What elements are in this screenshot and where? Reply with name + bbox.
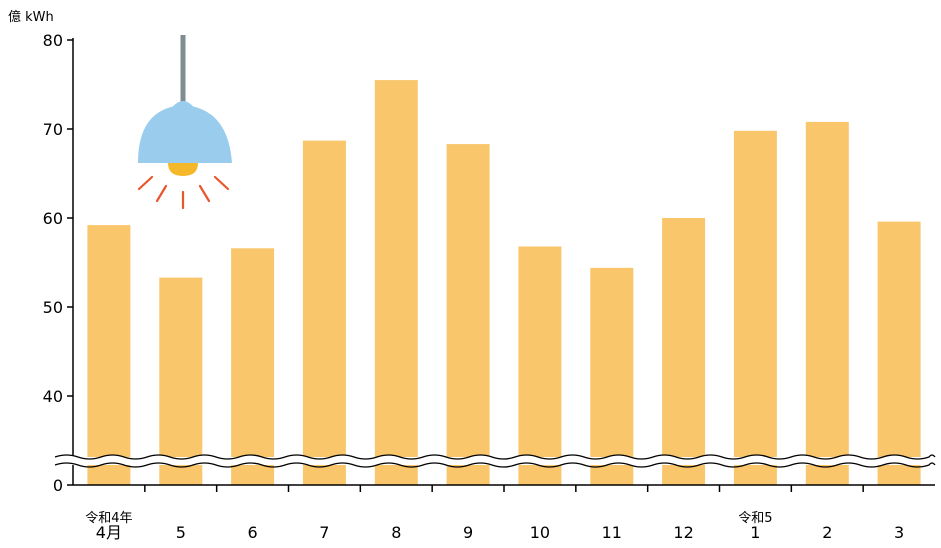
lamp-bulb xyxy=(168,163,198,176)
axis-break-gap xyxy=(55,457,935,465)
x-tick-label: 12 xyxy=(673,523,693,542)
bar-3 xyxy=(231,248,275,485)
y-tick-label: 40 xyxy=(43,387,63,406)
x-tick-label: 11 xyxy=(602,523,622,542)
bar-10 xyxy=(733,130,777,486)
x-tick-label: 7 xyxy=(319,523,329,542)
axis-break xyxy=(54,454,936,468)
x-tick-label: 5 xyxy=(176,523,186,542)
lamp-shade xyxy=(138,105,232,163)
bar-8 xyxy=(590,267,634,485)
x-tick-label: 9 xyxy=(463,523,473,542)
x-tick-label: 8 xyxy=(391,523,401,542)
bar-12 xyxy=(877,221,921,485)
x-tick-era-label: 令和5 xyxy=(738,511,772,526)
y-tick-label: 70 xyxy=(43,120,63,139)
x-tick-label: 10 xyxy=(530,523,550,542)
axis-break-wave-top xyxy=(54,454,936,460)
bar-9 xyxy=(662,218,706,485)
lamp-rays xyxy=(137,175,230,210)
axis-break-wave-bottom xyxy=(54,462,936,468)
bar-2 xyxy=(159,277,203,485)
y-tick-label: 60 xyxy=(43,209,63,228)
x-tick-label: 6 xyxy=(248,523,258,542)
bar-4 xyxy=(302,140,346,485)
bar-6 xyxy=(446,144,490,485)
lamp-ray xyxy=(155,184,168,203)
y-tick-label: 0 xyxy=(53,476,63,495)
axes xyxy=(67,38,935,492)
x-tick-label: 1 xyxy=(750,523,760,542)
x-tick-label: 4月 xyxy=(96,523,122,542)
x-tick-label: 3 xyxy=(894,523,904,542)
x-tick-era-label: 令和4年 xyxy=(85,511,132,526)
bars xyxy=(87,80,921,486)
bar-7 xyxy=(518,246,562,485)
y-axis-unit-label: 億 kWh xyxy=(8,9,54,25)
bar-1 xyxy=(87,225,131,485)
bar-11 xyxy=(805,121,849,486)
y-tick-label: 80 xyxy=(43,31,63,50)
bar-5 xyxy=(374,80,418,485)
lamp-ray xyxy=(137,175,154,191)
hanging-lamp-icon xyxy=(137,35,232,210)
x-tick-label: 2 xyxy=(822,523,832,542)
lamp-ray xyxy=(213,175,230,191)
y-tick-label: 50 xyxy=(43,298,63,317)
lamp-cord xyxy=(180,35,186,103)
lamp-ray xyxy=(198,184,211,203)
